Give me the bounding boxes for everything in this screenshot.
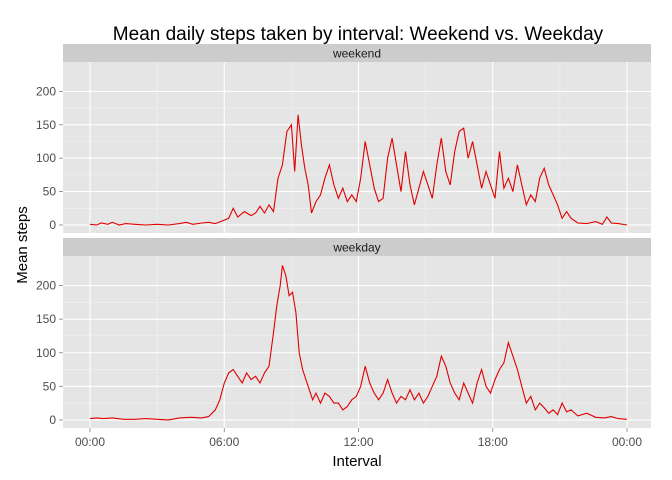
facet-weekday: weekday 0 50 100 150 200: [36, 238, 651, 428]
y-tick-label: 200: [36, 84, 56, 98]
y-tick-label: 150: [36, 312, 56, 326]
y-tick-label: 100: [36, 346, 56, 360]
y-axis-title: Mean steps: [14, 206, 31, 284]
facet-weekend-grid: [63, 62, 651, 233]
y-tick-label: 150: [36, 118, 56, 132]
facet-weekday-panel: [63, 256, 651, 428]
x-tick-label: 00:00: [75, 435, 105, 449]
chart-title: Mean daily steps taken by interval: Week…: [113, 24, 604, 45]
y-tick-label: 50: [43, 379, 57, 393]
x-tick-label: 06:00: [209, 435, 239, 449]
y-tick-label: 100: [36, 151, 56, 165]
x-tick-label: 12:00: [343, 435, 373, 449]
facet-weekend: weekend 0 50 100 150 200: [36, 44, 651, 233]
facet-weekday-strip-label: weekday: [332, 241, 380, 255]
x-axis-title: Interval: [332, 453, 381, 470]
facet-weekday-y-axis: 0 50 100 150 200: [36, 279, 63, 427]
y-tick-label: 0: [49, 413, 56, 427]
y-tick-label: 0: [49, 218, 56, 232]
x-tick-label: 00:00: [612, 435, 642, 449]
y-tick-label: 200: [36, 279, 56, 293]
facet-weekend-strip-label: weekend: [332, 47, 381, 61]
x-axis: 00:00 06:00 12:00 18:00 00:00: [75, 428, 642, 449]
facet-weekend-panel: [63, 62, 651, 233]
facet-weekend-series-line: [89, 114, 628, 226]
x-tick-label: 18:00: [478, 435, 508, 449]
facet-weekend-strip: [63, 44, 651, 62]
y-tick-label: 50: [43, 185, 57, 199]
facet-weekend-y-axis: 0 50 100 150 200: [36, 84, 63, 232]
facet-weekday-series-line: [89, 265, 628, 421]
facet-weekday-strip: [63, 238, 651, 256]
